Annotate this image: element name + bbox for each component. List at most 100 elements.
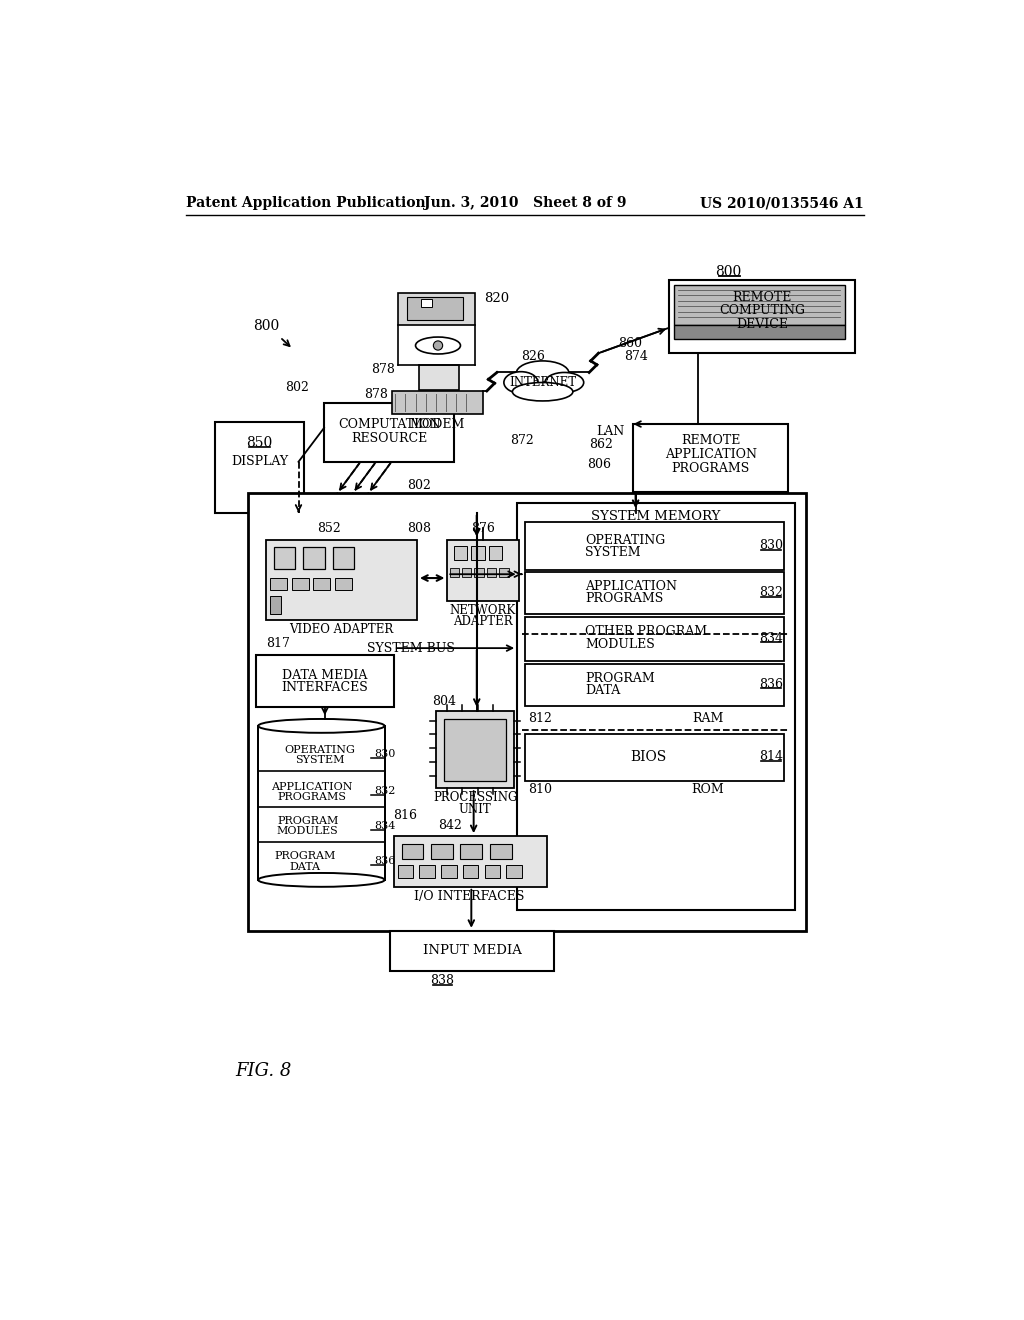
Text: APPLICATION: APPLICATION [271,781,352,792]
Text: 878: 878 [372,363,395,376]
Text: 800: 800 [253,319,280,333]
Bar [486,568,496,577]
Bar [273,548,295,569]
Ellipse shape [504,372,538,393]
Text: 874: 874 [624,350,647,363]
Text: US 2010/0135546 A1: US 2010/0135546 A1 [700,197,864,210]
Text: INPUT MEDIA: INPUT MEDIA [423,944,521,957]
Text: 862: 862 [589,437,612,450]
Text: 800: 800 [716,265,741,280]
Text: 842: 842 [437,818,462,832]
Text: 814: 814 [759,750,783,763]
Text: 850: 850 [246,436,272,450]
Text: MODULES: MODULES [276,826,339,837]
Bar [407,297,463,321]
Text: RAM: RAM [692,713,723,726]
Text: 820: 820 [484,292,510,305]
Ellipse shape [512,383,572,401]
Bar [303,548,325,569]
Bar [394,836,547,887]
Text: 876: 876 [471,521,495,535]
Text: 808: 808 [407,521,431,535]
Bar [431,843,453,859]
Bar [313,578,331,590]
Bar [461,843,482,859]
Text: APPLICATION: APPLICATION [586,579,677,593]
Text: 810: 810 [528,783,552,796]
Text: 830: 830 [375,750,396,759]
Ellipse shape [258,873,385,887]
Bar [419,364,459,391]
Text: Patent Application Publication: Patent Application Publication [186,197,426,210]
Bar [675,326,845,339]
Text: ROM: ROM [691,783,724,796]
Bar [633,424,788,492]
Bar [447,540,518,601]
Bar [463,866,478,878]
Text: 860: 860 [618,337,642,350]
Bar [524,572,783,614]
Bar [462,568,471,577]
Text: PROGRAM: PROGRAM [586,672,655,685]
Text: 802: 802 [285,381,308,395]
Text: OPERATING: OPERATING [586,533,666,546]
Bar [335,578,352,590]
Bar [256,655,394,708]
Ellipse shape [516,360,569,385]
Text: 832: 832 [375,787,396,796]
Text: DEVICE: DEVICE [736,318,787,331]
Text: NETWORK: NETWORK [450,603,516,616]
Bar [489,546,503,560]
Text: PROGRAMS: PROGRAMS [672,462,750,475]
Text: 826: 826 [521,350,545,363]
Text: 830: 830 [759,539,783,552]
Bar [444,719,506,780]
Bar [454,546,467,560]
Bar [517,503,795,909]
Bar [524,521,783,570]
Text: SYSTEM: SYSTEM [586,546,641,560]
Text: RESOURCE: RESOURCE [351,432,427,445]
Text: LAN: LAN [596,425,625,438]
Text: PROGRAM: PROGRAM [278,816,339,826]
Bar [450,568,459,577]
Text: PROCESSING: PROCESSING [433,791,517,804]
Text: 816: 816 [393,809,418,822]
Text: INTERFACES: INTERFACES [282,681,369,694]
Bar [506,866,521,878]
Bar [675,285,845,326]
Text: 878: 878 [364,388,388,401]
Text: VIDEO ADAPTER: VIDEO ADAPTER [289,623,393,636]
Text: COMPUTATION: COMPUTATION [338,417,440,430]
Bar [270,595,281,614]
Bar [292,578,308,590]
Text: UNIT: UNIT [459,803,492,816]
Text: 812: 812 [528,713,552,726]
Bar [324,404,455,462]
Text: 836: 836 [375,857,396,866]
Bar [215,422,304,512]
Text: 872: 872 [510,434,534,446]
Text: PROGRAMS: PROGRAMS [278,792,346,801]
Text: MODULES: MODULES [586,638,655,651]
Text: PROGRAMS: PROGRAMS [586,591,664,605]
Bar [391,391,483,414]
Bar [258,726,385,880]
Ellipse shape [416,337,461,354]
Text: OTHER PROGRAM: OTHER PROGRAM [586,626,708,639]
Bar [270,578,287,590]
Bar [397,293,475,326]
Bar [474,568,483,577]
Bar [266,540,417,620]
Bar [401,843,423,859]
Bar [421,300,432,308]
Text: APPLICATION: APPLICATION [665,449,757,462]
Text: 802: 802 [407,479,430,492]
Text: FIG. 8: FIG. 8 [236,1061,292,1080]
Text: 838: 838 [430,974,454,987]
Text: DATA: DATA [586,684,621,697]
Bar [489,843,512,859]
Bar [524,734,783,780]
Text: 834: 834 [759,631,783,644]
Bar [524,616,783,661]
